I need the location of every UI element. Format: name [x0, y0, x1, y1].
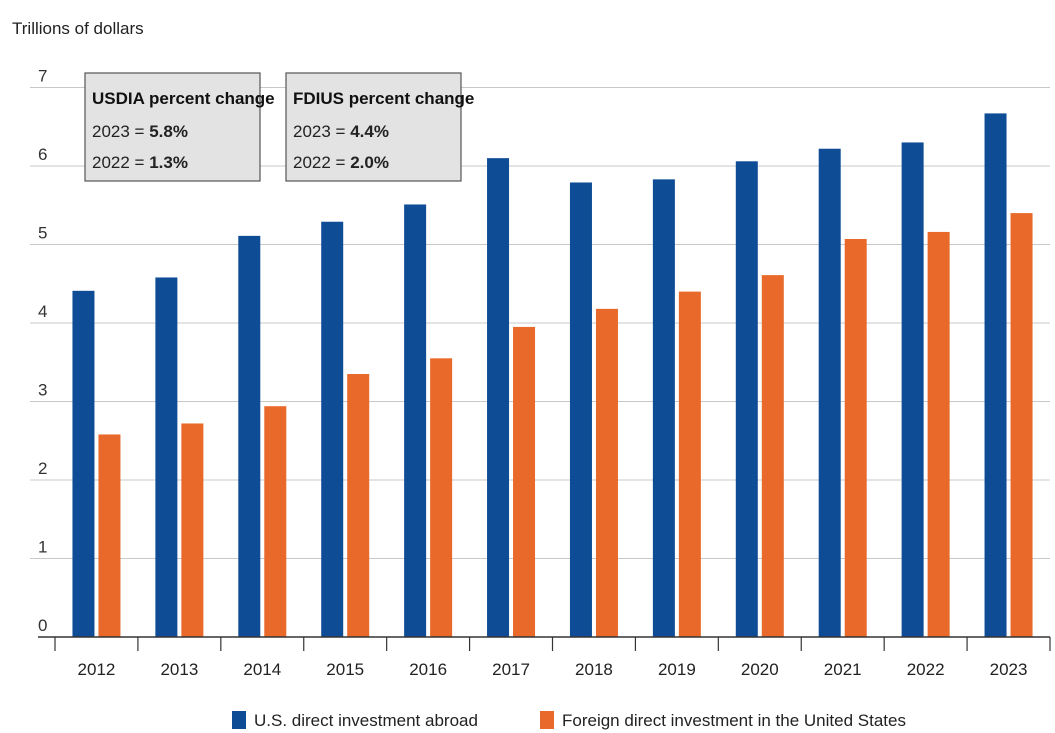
bar-fdius-2020 — [761, 275, 784, 637]
x-axis: 2012 2013 2014 2015 2016 2017 2018 2019 2020 2021… — [38, 636, 1051, 679]
x-tick-label: 2016 — [409, 660, 447, 679]
usdia-change-box: USDIA percent change 2023 = 5.8% 2022 = 1.… — [84, 72, 275, 182]
y-tick-label: 7 — [38, 67, 47, 86]
bar-usdia-2023 — [984, 113, 1007, 637]
bar-usdia-2016 — [404, 204, 427, 637]
annotation-boxes: USDIA percent change 2023 = 5.8% 2022 = 1.… — [84, 72, 474, 182]
x-tick-label: 2013 — [160, 660, 198, 679]
bar-usdia-2018 — [569, 182, 592, 638]
y-axis-label: Trillions of dollars — [12, 19, 144, 38]
annotation-line: 2022 = 1.3% — [92, 153, 188, 172]
annotation-line: 2023 = 5.8% — [92, 122, 188, 141]
legend-label: Foreign direct investment in the United … — [562, 711, 906, 730]
y-tick-label: 2 — [38, 459, 47, 478]
bar-usdia-2013 — [155, 277, 178, 637]
x-tick-label: 2020 — [741, 660, 779, 679]
legend: U.S. direct investment abroad Foreign dir… — [232, 711, 906, 730]
legend-swatch — [540, 711, 554, 729]
bar-usdia-2021 — [818, 148, 841, 638]
x-tick-label: 2015 — [326, 660, 364, 679]
fdius-change-box: FDIUS percent change 2023 = 4.4% 2022 = 2.… — [285, 72, 474, 182]
legend-item-fdius: Foreign direct investment in the United … — [540, 711, 906, 730]
bar-fdius-2015 — [347, 374, 370, 637]
y-tick-label: 1 — [38, 538, 47, 557]
bar-usdia-2014 — [238, 235, 261, 638]
x-tick-label: 2019 — [658, 660, 696, 679]
legend-label: U.S. direct investment abroad — [254, 711, 478, 730]
legend-swatch — [232, 711, 246, 729]
bar-fdius-2012 — [98, 434, 121, 637]
annotation-box-bg — [285, 72, 462, 182]
legend-item-usdia: U.S. direct investment abroad — [232, 711, 478, 730]
annotation-line: 2023 = 4.4% — [293, 122, 389, 141]
bar-fdius-2022 — [927, 231, 950, 637]
x-tick-label: 2014 — [243, 660, 281, 679]
bar-usdia-2022 — [901, 142, 924, 637]
annotation-title: FDIUS percent change — [293, 89, 474, 108]
bar-fdius-2014 — [264, 406, 287, 637]
bar-fdius-2021 — [844, 239, 867, 637]
x-tick-label: 2023 — [990, 660, 1028, 679]
x-tick-label: 2012 — [78, 660, 116, 679]
annotation-line: 2022 = 2.0% — [293, 153, 389, 172]
bar-usdia-2015 — [321, 221, 344, 638]
bar-fdius-2016 — [430, 358, 453, 637]
y-tick-label: 0 — [38, 616, 47, 635]
bar-fdius-2019 — [678, 291, 701, 637]
x-tick-label: 2017 — [492, 660, 530, 679]
bar-fdius-2017 — [513, 326, 536, 637]
bar-usdia-2019 — [652, 179, 675, 637]
bars — [72, 113, 1033, 638]
annotation-box-bg — [84, 72, 261, 182]
bar-fdius-2023 — [1010, 213, 1033, 637]
y-axis-ticks: 0 1 2 3 4 5 6 7 — [38, 67, 47, 636]
x-tick-label: 2018 — [575, 660, 613, 679]
bar-usdia-2017 — [487, 158, 510, 637]
bar-fdius-2013 — [181, 423, 204, 637]
bar-usdia-2012 — [72, 290, 95, 637]
bar-fdius-2018 — [595, 308, 618, 637]
y-tick-label: 4 — [38, 302, 47, 321]
annotation-title: USDIA percent change — [92, 89, 275, 108]
y-tick-label: 6 — [38, 145, 47, 164]
x-tick-label: 2021 — [824, 660, 862, 679]
y-tick-label: 5 — [38, 224, 47, 243]
y-tick-label: 3 — [38, 381, 47, 400]
bar-usdia-2020 — [735, 161, 758, 638]
x-tick-label: 2022 — [907, 660, 945, 679]
